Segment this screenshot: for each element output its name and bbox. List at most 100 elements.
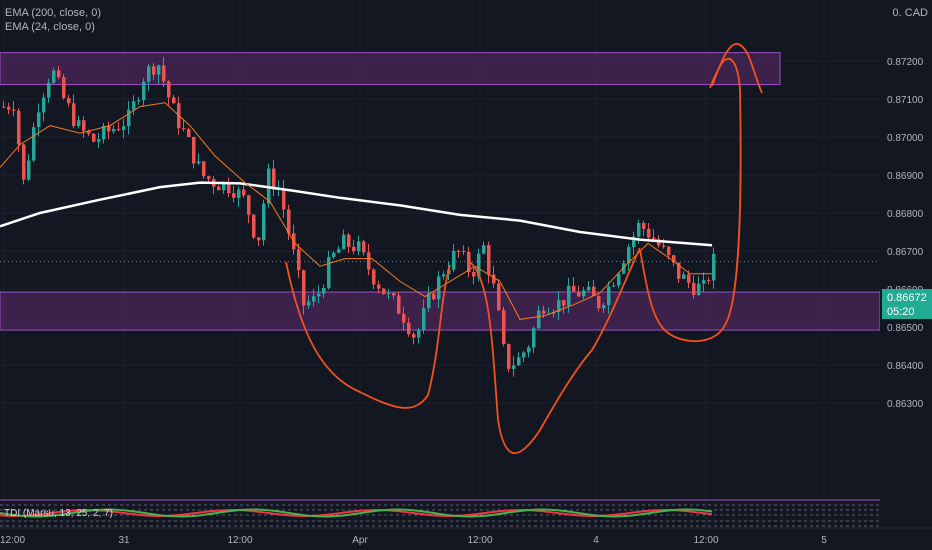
candle-body [507,343,511,369]
candle-body [532,328,536,348]
candle-body [712,253,716,281]
candle-body [587,286,591,291]
candle-body [192,136,196,164]
time-tick-label: Apr [352,535,368,546]
candle-body [467,251,471,273]
candle-body [492,274,496,284]
candle-body [122,126,126,130]
price-tick-label: 0.86900 [887,171,924,182]
candle-body [422,308,426,331]
candle-body [227,182,231,194]
candle-body [417,330,421,338]
price-tick-label: 0.86400 [887,361,924,372]
candle-body [87,130,91,134]
current-price-value: 0.86672 [887,292,927,304]
candle-body [132,101,136,110]
candle-body [72,103,76,126]
candle-body [572,285,576,292]
candle-body [472,272,476,277]
candle-body [452,250,456,270]
candle-body [257,237,261,241]
candle-body [687,274,691,283]
candle-body [222,182,226,191]
candle-body [267,168,271,204]
candle-body [477,253,481,277]
candle-body [667,246,671,256]
candle-body [2,106,6,108]
candle-body [7,106,11,110]
candle-body [252,214,256,238]
candle-body [652,237,656,240]
price-tick-label: 0.87100 [887,95,924,106]
candle-body [352,246,356,252]
candle-body [647,228,651,238]
candle-body [217,186,221,191]
tdi-legend[interactable]: TDI (Marsu, 13, 25, 2, 7) [4,508,113,519]
candle-body [502,310,506,344]
candle-body [327,257,331,289]
candle-body [207,176,211,180]
candle-body [307,301,311,306]
hand-drawings [285,43,763,455]
candle-body [142,81,146,101]
indicator-lines [0,102,713,320]
candle-body [577,291,581,297]
candle-body [282,188,286,210]
candle-body [182,128,186,130]
candle-body [127,109,131,127]
candle-body [322,288,326,294]
price-axis: 0.87200 0.87100 0.87000 0.86900 0.86800 0.867… [880,0,932,528]
candle-body [297,249,301,271]
candle-body [17,110,21,145]
candle-body [622,263,626,274]
candle-body [402,313,406,323]
candle-body [47,82,51,98]
candle-body [512,365,516,369]
candle-body [97,139,101,142]
candle-body [412,334,416,338]
candle-body [457,250,461,252]
ema24-legend[interactable]: EMA (24, close, 0) [5,21,95,33]
candle-body [692,282,696,296]
time-tick-label: 4 [593,535,599,546]
candle-body [247,195,251,215]
candle-body [337,249,341,253]
bar-countdown: 05:20 [887,306,915,318]
time-tick-label: 5 [821,535,827,546]
candle-body [157,65,161,75]
candle-body [702,280,706,284]
candle-body [527,347,531,353]
candle-body [137,100,141,102]
candle-body [707,280,711,282]
tdi-pane [0,499,880,527]
price-tick-label: 0.86800 [887,209,924,220]
candle-body [642,223,646,229]
ema200-line [0,181,713,247]
candle-body [617,273,621,286]
candle-body [197,161,201,164]
candle-body [62,77,66,99]
candle-body [112,129,116,132]
currency-label[interactable]: 0. CAD [892,7,928,19]
candle-body [372,269,376,285]
candle-body [627,246,631,264]
time-tick-label: 12:00 [227,535,252,546]
candle-body [272,168,276,190]
candle-body [427,293,431,309]
candle-body [347,234,351,247]
candle-body [522,352,526,358]
time-tick-label: 12:00 [0,535,25,546]
price-tick-label: 0.86700 [887,247,924,258]
candle-body [27,160,31,180]
candle-body [202,161,206,177]
candle-body [442,274,446,277]
target-peak-drawing [711,43,763,94]
candle-body [397,295,401,314]
candle-body [287,209,291,234]
candle-body [562,300,566,306]
candle-body [637,223,641,237]
candle-body [392,293,396,296]
ema200-legend[interactable]: EMA (200, close, 0) [5,7,101,19]
candle-body [162,65,166,82]
